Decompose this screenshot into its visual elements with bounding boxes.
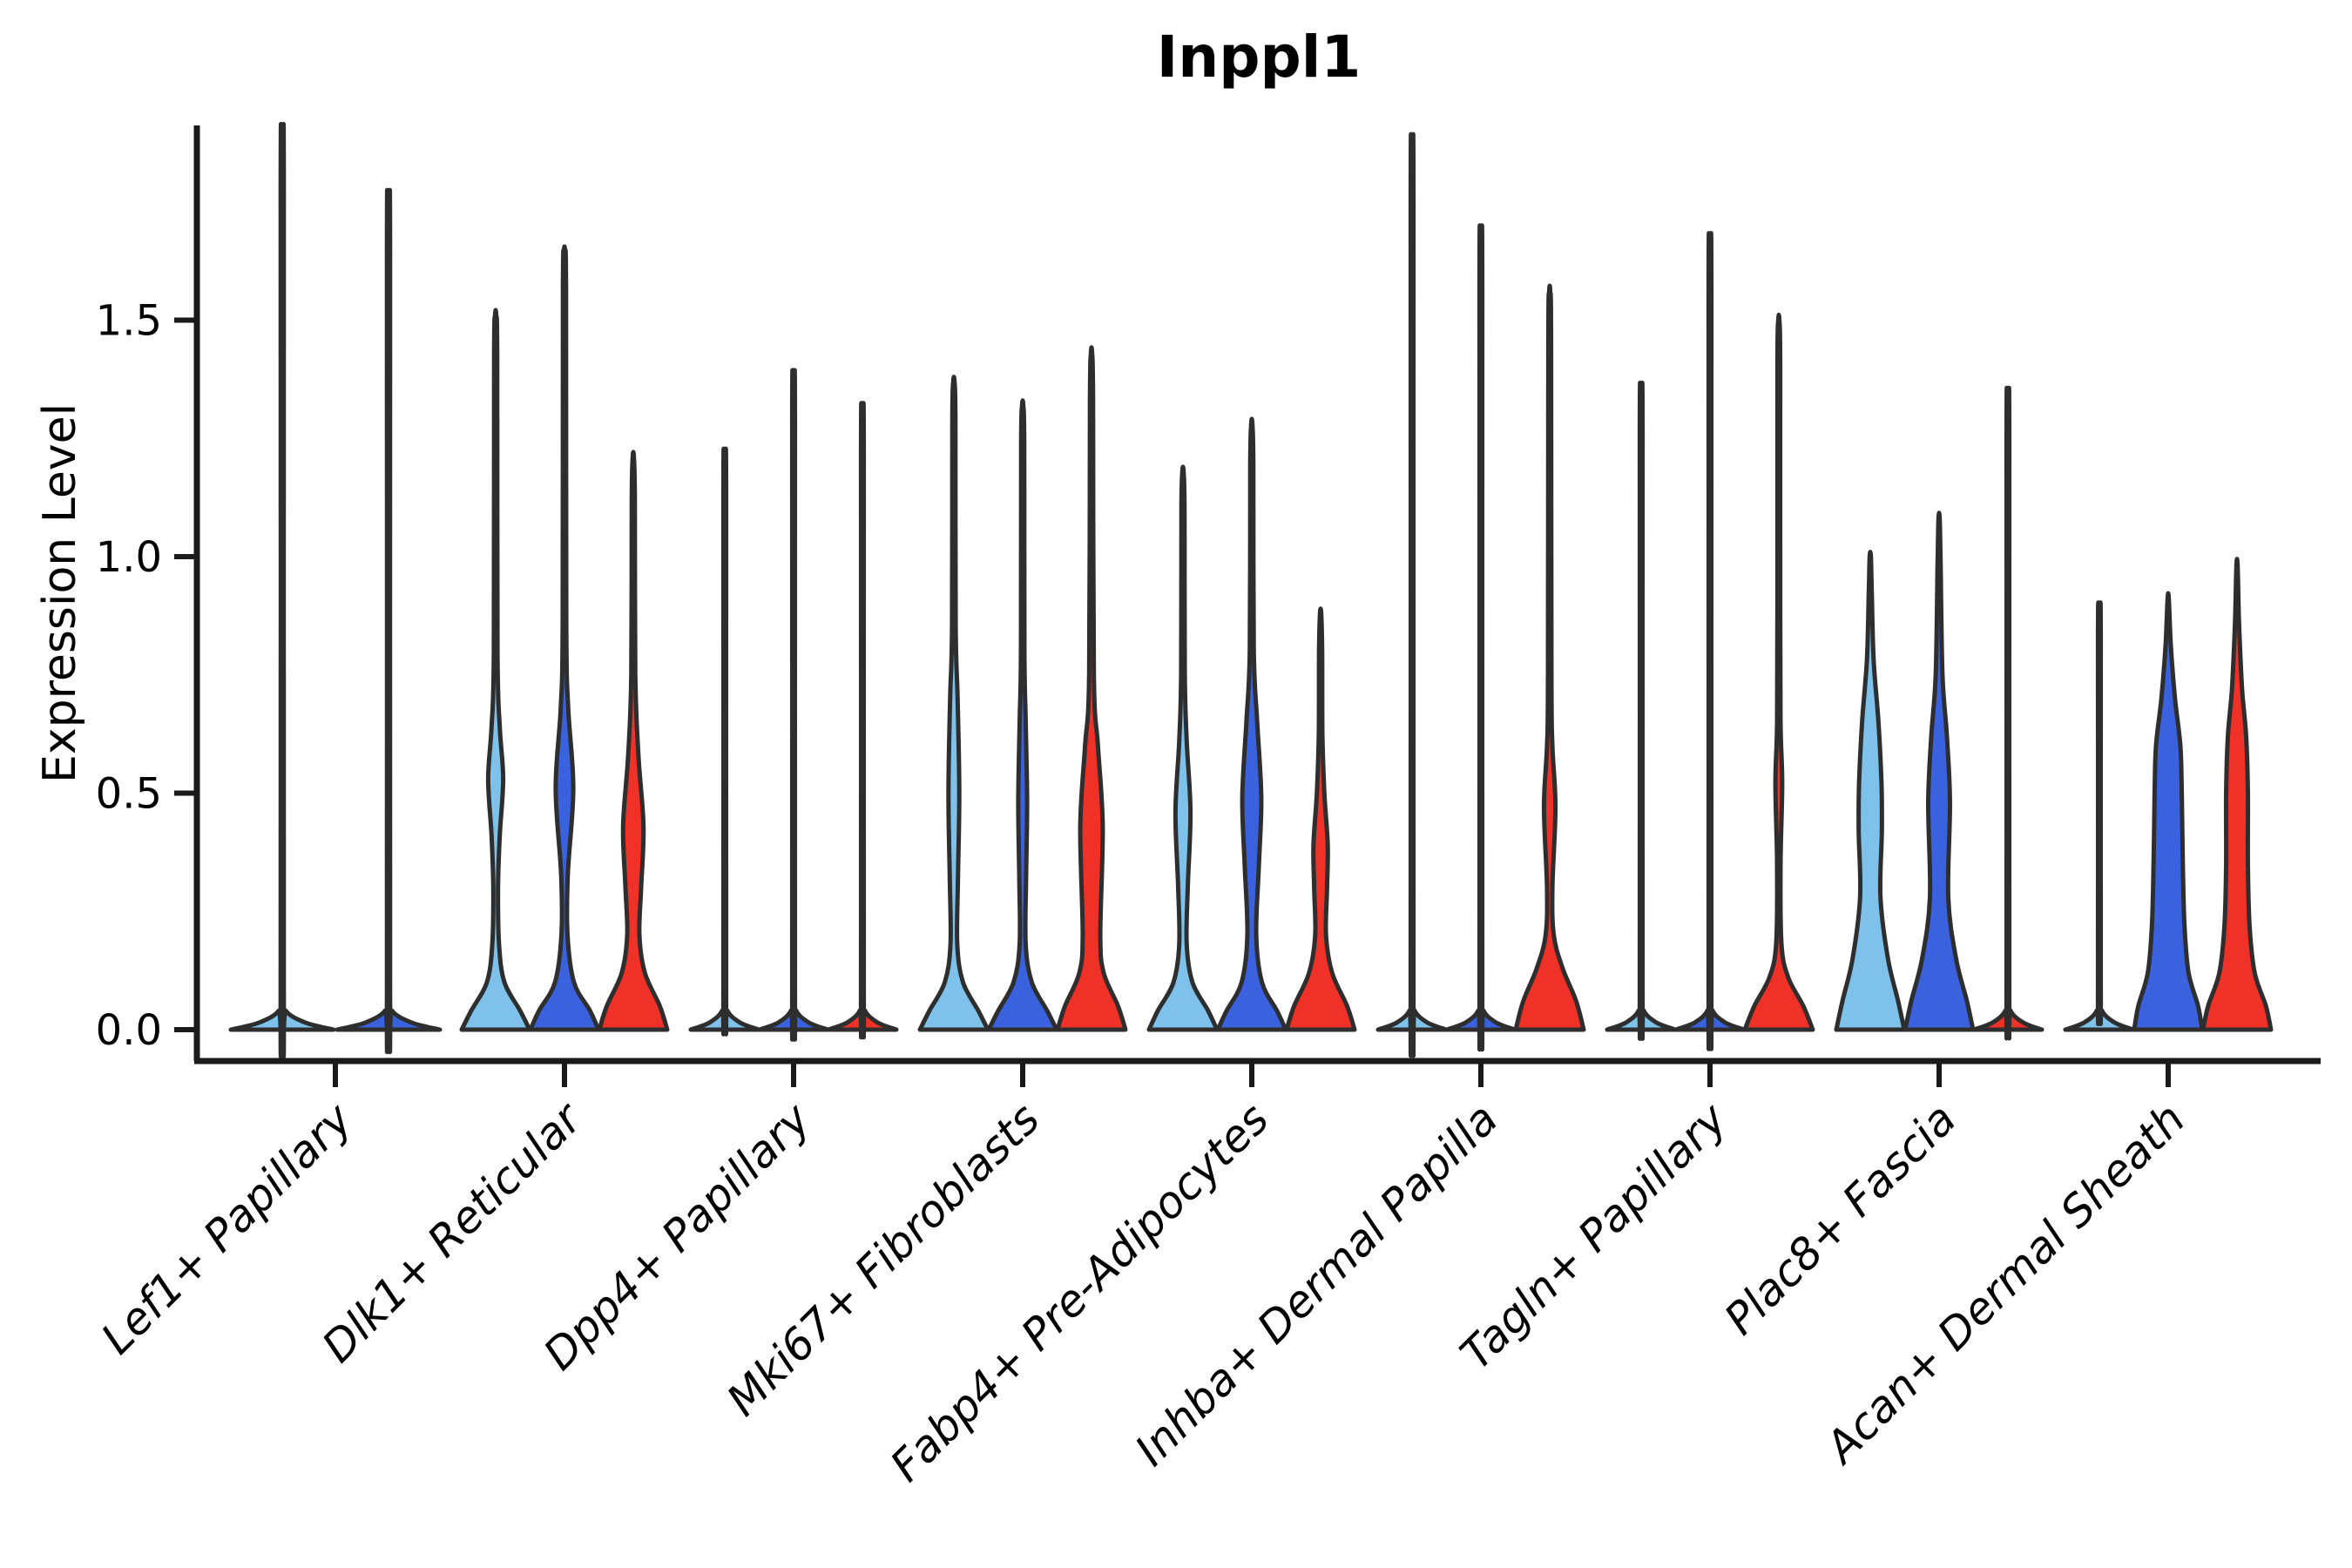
- violin-inhba-blue: [1444, 223, 1517, 1052]
- violin-mki67-lightblue: [917, 375, 990, 1032]
- chart-title: Inppl1: [1157, 24, 1362, 91]
- violin-mki67-red: [1055, 345, 1128, 1032]
- violin-acan-lightblue: [2063, 600, 2136, 1032]
- y-tick-label: 1.5: [96, 297, 162, 346]
- violin-fabp4-red: [1284, 606, 1357, 1032]
- violins-layer: [228, 121, 2274, 1058]
- violin-acan-blue: [2132, 591, 2205, 1032]
- x-tick-label: Plac8+ Fascia: [1715, 1093, 1966, 1344]
- violin-dlk1-red: [597, 449, 670, 1032]
- violin-fabp4-lightblue: [1146, 464, 1220, 1032]
- violin-fabp4-blue: [1215, 416, 1288, 1032]
- y-tick-label: 1.0: [96, 533, 162, 582]
- x-tick-label: Fabp4+ Pre-Adipocytes: [881, 1093, 1279, 1491]
- violin-mki67-blue: [986, 398, 1059, 1032]
- violin-plac8-blue: [1903, 510, 1976, 1032]
- violin-dlk1-blue: [528, 244, 601, 1032]
- violin-acan-red: [2200, 557, 2274, 1032]
- violin-inhba-red: [1513, 283, 1586, 1032]
- violin-inhba-lightblue: [1375, 132, 1449, 1058]
- violin-tagln-lightblue: [1605, 380, 1678, 1041]
- violin-plac8-red: [1971, 385, 2044, 1041]
- violin-lef1-lightblue: [228, 121, 336, 1058]
- violin-dpp4-blue: [757, 368, 830, 1042]
- y-tick-label: 0.5: [96, 770, 162, 819]
- violin-dlk1-lightblue: [459, 308, 532, 1032]
- violin-dpp4-red: [826, 401, 899, 1040]
- violin-lef1-blue: [335, 187, 443, 1055]
- violin-plac8-lightblue: [1834, 550, 1907, 1032]
- x-tick-label: Lef1+ Papillary: [91, 1092, 362, 1363]
- y-axis-ticks: 0.0 0.5 1.0 1.5: [96, 297, 197, 1055]
- violin-tagln-blue: [1673, 231, 1747, 1051]
- y-axis-label: Expression Level: [34, 403, 86, 783]
- violin-dpp4-lightblue: [688, 446, 761, 1037]
- x-tick-label: Inhba+ Dermal Papilla: [1125, 1093, 1507, 1475]
- y-tick-label: 0.0: [96, 1006, 162, 1055]
- violin-tagln-red: [1742, 312, 1815, 1032]
- x-tick-label: Acan+ Dermal Sheath: [1815, 1093, 2195, 1474]
